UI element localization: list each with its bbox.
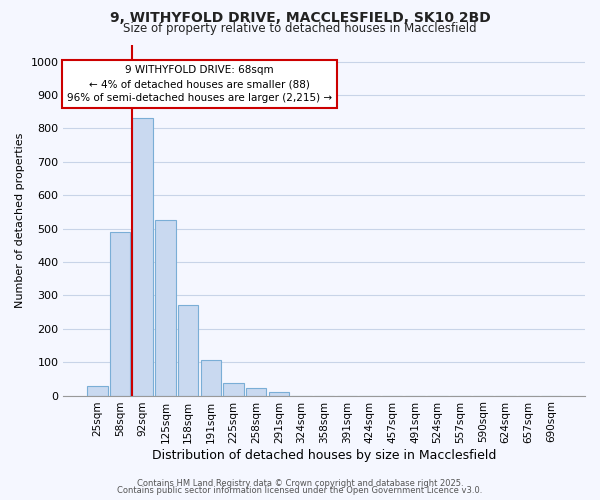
Bar xyxy=(200,360,221,396)
X-axis label: Distribution of detached houses by size in Macclesfield: Distribution of detached houses by size … xyxy=(152,450,496,462)
Bar xyxy=(269,392,289,396)
Y-axis label: Number of detached properties: Number of detached properties xyxy=(15,132,25,308)
Text: 9, WITHYFOLD DRIVE, MACCLESFIELD, SK10 2BD: 9, WITHYFOLD DRIVE, MACCLESFIELD, SK10 2… xyxy=(110,11,490,25)
Bar xyxy=(246,388,266,396)
Text: Size of property relative to detached houses in Macclesfield: Size of property relative to detached ho… xyxy=(123,22,477,35)
Bar xyxy=(133,118,153,396)
Text: Contains HM Land Registry data © Crown copyright and database right 2025.: Contains HM Land Registry data © Crown c… xyxy=(137,479,463,488)
Bar xyxy=(155,220,176,396)
Bar xyxy=(178,306,198,396)
Text: 9 WITHYFOLD DRIVE: 68sqm
← 4% of detached houses are smaller (88)
96% of semi-de: 9 WITHYFOLD DRIVE: 68sqm ← 4% of detache… xyxy=(67,65,332,103)
Text: Contains public sector information licensed under the Open Government Licence v3: Contains public sector information licen… xyxy=(118,486,482,495)
Bar xyxy=(110,232,130,396)
Bar xyxy=(87,386,107,396)
Bar xyxy=(223,383,244,396)
